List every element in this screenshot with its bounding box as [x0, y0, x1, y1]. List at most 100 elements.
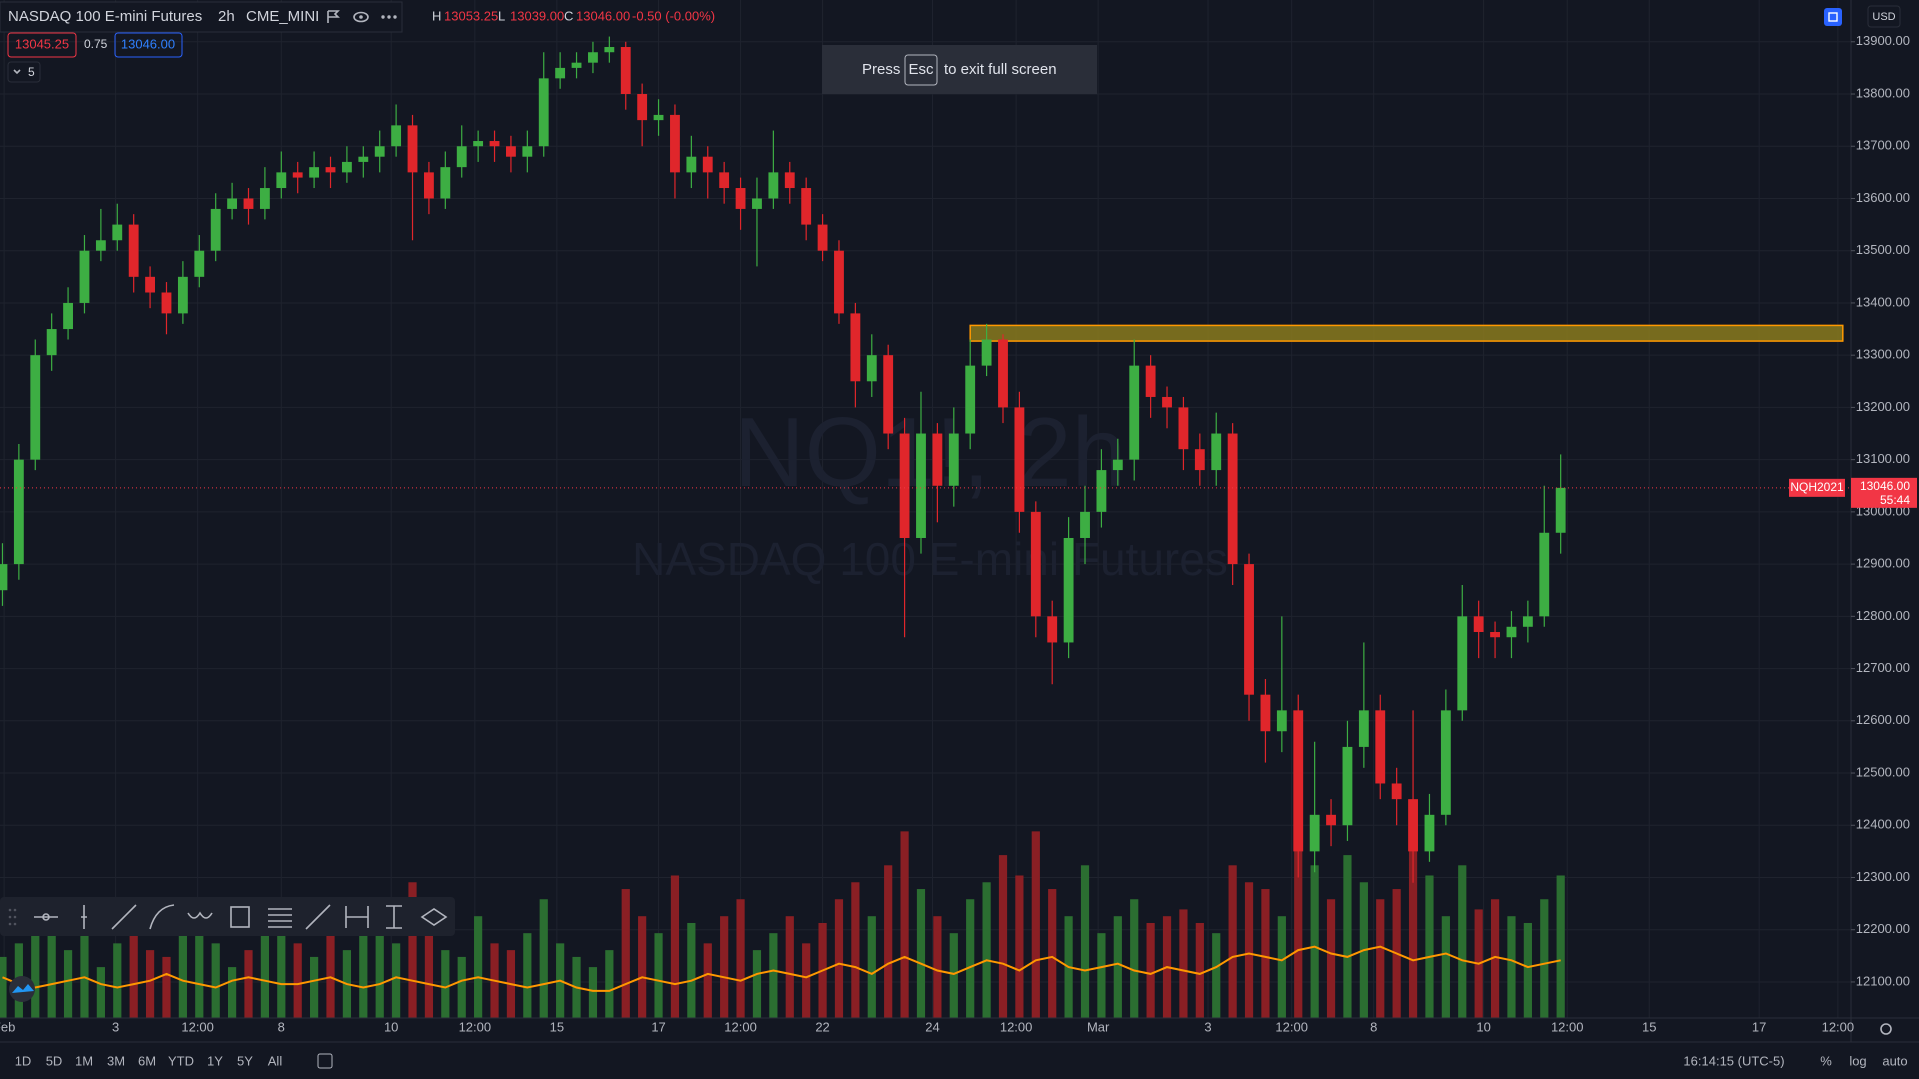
axes: 12100.00 12200.00 12300.00 12400.00 12500.00… — [0, 33, 1917, 1034]
volume-bar — [178, 933, 187, 1018]
candle-body — [1391, 783, 1402, 800]
legend-value: 13039.00 — [510, 8, 564, 23]
y-tick-label: 13400.00 — [1856, 294, 1910, 309]
volume-bar — [244, 950, 253, 1018]
candle-body — [948, 433, 959, 486]
resistance-zone[interactable] — [969, 324, 1844, 342]
range-button[interactable]: 1D — [15, 1053, 32, 1068]
range-button[interactable]: 1M — [75, 1053, 93, 1068]
range-button[interactable]: 6M — [138, 1053, 156, 1068]
range-button[interactable]: YTD — [168, 1053, 194, 1068]
volume-bar — [834, 899, 844, 1018]
percent-toggle[interactable]: % — [1820, 1053, 1832, 1068]
candle-body — [1244, 564, 1254, 695]
volume-bar — [375, 922, 384, 1018]
candle-body — [768, 172, 779, 199]
log-toggle[interactable]: log — [1849, 1053, 1866, 1068]
volume-bar — [277, 899, 286, 1018]
eye-icon[interactable] — [353, 11, 369, 23]
range-button[interactable]: 1Y — [207, 1053, 223, 1068]
volume-bar — [1130, 899, 1139, 1018]
volume-bar — [785, 916, 794, 1018]
interval[interactable]: 2h — [218, 8, 235, 25]
eye-pupil — [359, 15, 363, 19]
volume-bar — [736, 899, 745, 1018]
volume-bar — [47, 933, 56, 1018]
tool-ray[interactable] — [305, 904, 331, 930]
sync-button[interactable] — [1824, 8, 1842, 26]
volume-bar — [1523, 922, 1532, 1018]
candle-body — [899, 433, 910, 538]
y-tick-label: 13100.00 — [1856, 451, 1910, 466]
flag-icon[interactable] — [327, 10, 340, 23]
auto-toggle[interactable]: auto — [1882, 1053, 1907, 1068]
tool-text[interactable] — [386, 905, 402, 929]
y-tick-label: 13300.00 — [1856, 347, 1910, 362]
volume-bar — [96, 967, 105, 1018]
range-button[interactable]: 5D — [46, 1053, 63, 1068]
volume-bar — [424, 933, 434, 1018]
settings-icon[interactable] — [1880, 1023, 1892, 1035]
candle-body — [1030, 511, 1041, 617]
more-icon[interactable] — [381, 15, 397, 19]
bid-price: 13045.25 — [15, 36, 69, 51]
volume-bar — [1097, 933, 1106, 1018]
candle-body — [227, 198, 238, 209]
tool-fib[interactable] — [268, 908, 292, 928]
candle-body — [1096, 470, 1107, 512]
volume-bar — [1425, 875, 1434, 1018]
countdown: 55:44 — [1880, 493, 1910, 507]
candle-body — [702, 156, 713, 173]
symbol-title[interactable]: NASDAQ 100 E-mini Futures — [8, 8, 202, 25]
indicators-toggle[interactable] — [7, 61, 41, 83]
x-tick-label: 10 — [1476, 1019, 1490, 1034]
x-tick-label: Mar — [1087, 1019, 1110, 1034]
candle-body — [1047, 616, 1058, 643]
x-tick-label: 15 — [1642, 1019, 1656, 1034]
tool-trend[interactable] — [111, 904, 137, 930]
range-button[interactable]: 3M — [107, 1053, 125, 1068]
candle-body — [456, 146, 467, 168]
y-tick-label: 12700.00 — [1856, 660, 1910, 675]
watermark-symbol: NQ1!, 2h — [734, 397, 1126, 507]
tool-vline[interactable] — [81, 905, 87, 929]
bid-box[interactable] — [7, 32, 77, 58]
date-range-icon[interactable] — [317, 1053, 333, 1069]
price-label-box — [1851, 477, 1917, 508]
volume-bar — [884, 865, 893, 1018]
range-button[interactable]: 5Y — [237, 1053, 253, 1068]
candle-body — [506, 146, 516, 157]
y-tick-label: 12400.00 — [1856, 817, 1910, 832]
tool-range[interactable] — [345, 906, 369, 928]
legend-value: 13053.25 — [444, 8, 498, 23]
volume-bar — [80, 922, 89, 1018]
volume-ma-line — [2, 945, 1561, 992]
volume-bar — [162, 956, 171, 1018]
plot — [0, 36, 1851, 883]
candle-body — [1129, 365, 1140, 460]
ask-box[interactable] — [114, 32, 183, 58]
volume-bar — [621, 889, 630, 1018]
y-tick-label: 12200.00 — [1856, 921, 1910, 936]
candle-body — [604, 47, 615, 53]
tool-path[interactable] — [187, 911, 213, 919]
volume-bar — [769, 933, 778, 1018]
candle-body — [374, 146, 385, 157]
range-button[interactable]: All — [268, 1053, 283, 1068]
volume-pane — [0, 831, 1565, 1018]
volume-bar — [654, 933, 663, 1018]
tool-shape[interactable] — [420, 908, 448, 926]
tool-rect[interactable] — [230, 906, 250, 928]
volume-bar — [227, 967, 237, 1018]
volume-bar — [900, 831, 909, 1018]
tool-curve[interactable] — [149, 904, 175, 930]
y-tick-label: 13800.00 — [1856, 85, 1910, 100]
volume-bar — [260, 922, 269, 1018]
volume-bar — [1179, 909, 1188, 1018]
exchange[interactable]: CME_MINI — [246, 8, 319, 25]
spread: 0.75 — [84, 37, 108, 51]
volume-bar — [113, 943, 122, 1018]
tool-hline[interactable] — [34, 913, 58, 921]
currency-box[interactable] — [1867, 5, 1901, 28]
